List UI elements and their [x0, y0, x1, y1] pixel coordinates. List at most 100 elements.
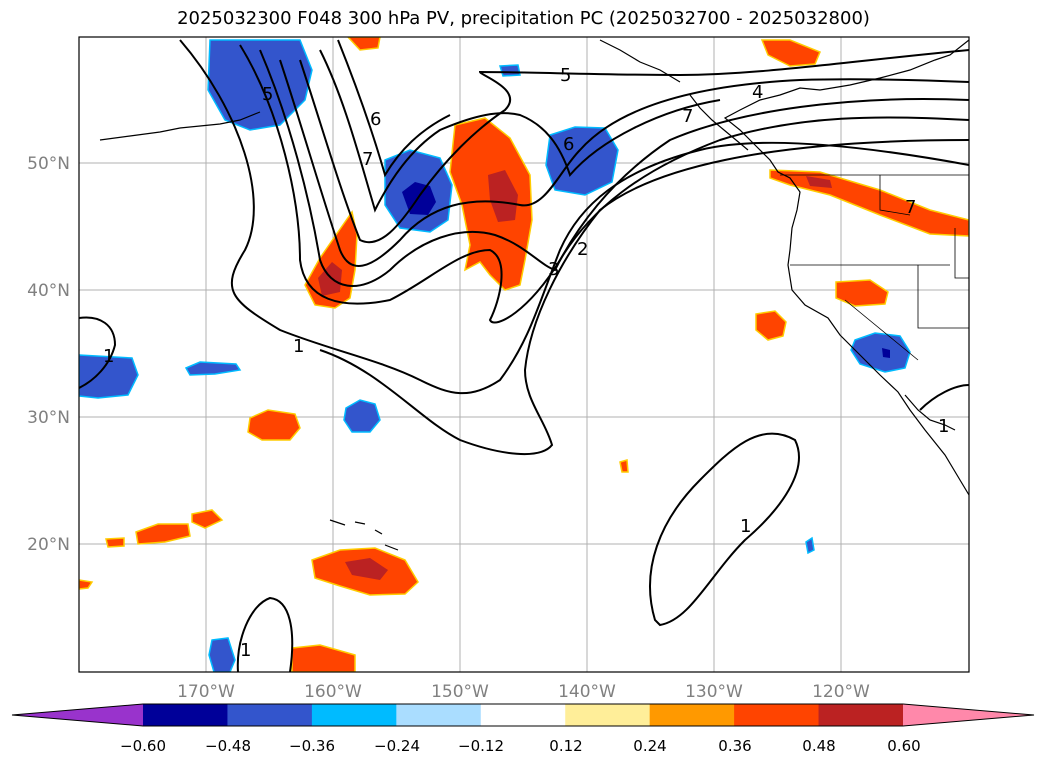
contour-label: 5 — [262, 84, 273, 105]
precip-pos-mid5 — [79, 579, 94, 590]
colorbar-outline — [11, 703, 1035, 727]
lon-label: 140°W — [558, 682, 616, 702]
contour-label: 1 — [103, 346, 114, 367]
colorbar-segment — [649, 704, 735, 726]
pv-contour-1-hawaii — [236, 596, 294, 672]
precip-pos-central — [449, 117, 533, 291]
lon-label: 160°W — [304, 682, 362, 702]
map-background — [79, 37, 969, 672]
precip-neg-tiny — [805, 536, 815, 555]
lat-label: 30°N — [27, 408, 70, 428]
colorbar-labels: −0.60 −0.48 −0.36 −0.24 −0.12 0.12 0.24 … — [120, 737, 921, 755]
colorbar-segment — [480, 704, 566, 726]
colorbar-segment — [818, 704, 904, 726]
lat-label: 20°N — [27, 535, 70, 555]
map-title: 2025032300 F048 300 hPa PV, precipitatio… — [177, 8, 870, 29]
contour-label: 1 — [740, 516, 751, 537]
colorbar-label: 0.12 — [549, 737, 582, 755]
contour-label: 6 — [370, 109, 381, 130]
contour-label: 7 — [905, 197, 916, 218]
contour-label: 6 — [563, 134, 574, 155]
pv-contours — [79, 39, 969, 672]
lon-label: 170°W — [177, 682, 235, 702]
aleutians — [99, 111, 261, 141]
contour-label: 1 — [240, 640, 251, 661]
colorbar-label: −0.12 — [458, 737, 504, 755]
alaska-se-islands — [689, 94, 749, 151]
contour-labels: 5 4 6 7 5 6 2 3 1 1 1 1 1 7 7 — [103, 65, 949, 661]
precip-negative-areas — [79, 39, 911, 672]
pv-contour-1-outer — [319, 139, 969, 455]
precip-neg-small3 — [499, 64, 521, 77]
precip-neg-west — [79, 354, 139, 399]
contour-label: 2 — [577, 239, 588, 260]
colorbar-label: −0.24 — [374, 737, 420, 755]
contour-label: 4 — [752, 82, 763, 103]
pv-contour-4 — [279, 59, 969, 267]
colorbar — [11, 703, 1035, 727]
precip-neg-south — [208, 637, 236, 672]
contour-label: 5 — [560, 65, 571, 86]
colorbar-extend-min — [12, 704, 143, 726]
colorbar-label: −0.48 — [205, 737, 251, 755]
lon-label: 130°W — [685, 682, 743, 702]
precip-pos-tiny — [619, 459, 629, 473]
pv-contour-1-mexico — [919, 384, 969, 411]
precip-neg-east — [545, 126, 619, 196]
gridlines — [79, 37, 969, 672]
longitude-labels: 170°W 160°W 150°W 140°W 130°W 120°W — [177, 682, 870, 702]
colorbar-segment — [396, 704, 482, 726]
precip-pos-pnw-core — [806, 176, 832, 188]
precip-neg-ca-core — [882, 348, 890, 358]
precip-pos-sea — [755, 310, 787, 341]
colorbar-label: 0.24 — [633, 737, 666, 755]
colorbar-label: 0.36 — [718, 737, 751, 755]
political-borders — [780, 174, 969, 361]
contour-label: 7 — [362, 149, 373, 170]
precip-neg-small1 — [184, 361, 242, 376]
pv-contour-1-west — [79, 316, 117, 389]
colorbar-segment — [734, 704, 820, 726]
colorbar-label: 0.48 — [802, 737, 835, 755]
contour-label: 3 — [548, 259, 559, 280]
pv-contour-1-south — [649, 432, 800, 627]
colorbar-label: 0.60 — [887, 737, 920, 755]
latitude-labels: 50°N 40°N 30°N 20°N — [27, 154, 70, 555]
precip-pos-nv — [835, 279, 889, 307]
pv-contour-5 — [299, 49, 969, 244]
precip-positive-areas — [79, 37, 969, 672]
precip-pos-mid2 — [135, 523, 191, 545]
pv-contour-2 — [239, 44, 969, 324]
precip-pos-central-core — [488, 170, 518, 222]
precip-pos-mid3 — [191, 509, 224, 529]
colorbar-segment — [227, 704, 313, 726]
precip-pos-mid1 — [247, 409, 301, 441]
colorbar-segment — [311, 704, 397, 726]
hawaii-islands — [329, 519, 399, 551]
precip-pos-south — [291, 644, 356, 672]
colorbar-label: −0.36 — [289, 737, 335, 755]
north-america-coast — [723, 39, 969, 496]
colorbar-label: −0.60 — [120, 737, 166, 755]
precip-pos-north — [760, 39, 821, 67]
colorbar-extend-max — [903, 704, 1034, 726]
precip-neg-gulf-core — [402, 182, 436, 215]
colorbar-segment — [565, 704, 651, 726]
lon-label: 150°W — [431, 682, 489, 702]
contour-label: 1 — [293, 336, 304, 357]
precip-pos-north2 — [346, 37, 381, 51]
pv-contour-1-main — [179, 39, 969, 395]
lat-label: 40°N — [27, 281, 70, 301]
pv-contour-3 — [259, 49, 969, 287]
pv-contour-7 — [337, 39, 451, 178]
precip-pos-mid4 — [105, 537, 125, 548]
map-frame — [78, 36, 970, 673]
precip-pos-west-core — [318, 262, 342, 296]
contour-label: 1 — [938, 416, 949, 437]
precip-neg-ca — [850, 332, 911, 373]
pv-contour-6 — [319, 49, 721, 213]
colorbar-segment — [143, 704, 228, 726]
coastlines — [99, 39, 969, 551]
precip-neg-small2 — [343, 399, 381, 433]
